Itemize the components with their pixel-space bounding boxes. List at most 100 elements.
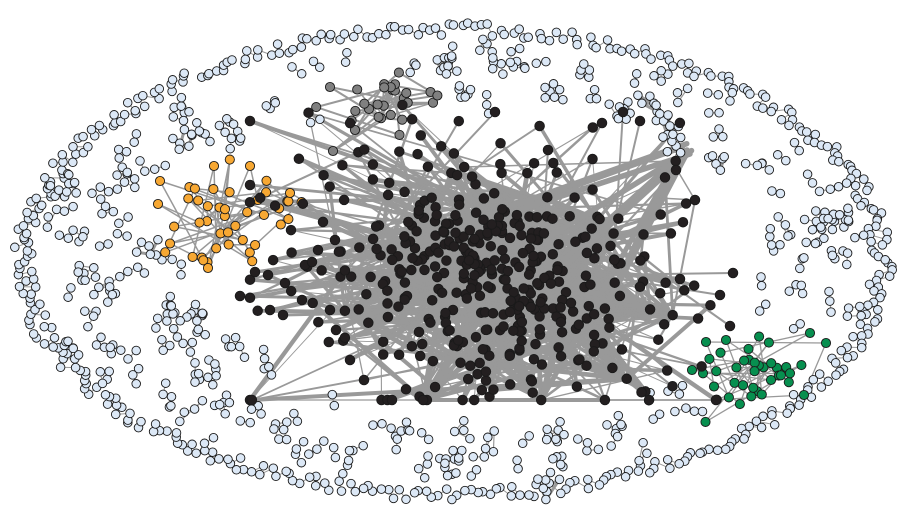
giant-component-node	[616, 344, 628, 355]
giant-component-node	[621, 373, 632, 385]
periphery-node	[856, 310, 866, 321]
giant-component-node	[433, 247, 444, 258]
giant-component-node	[303, 107, 314, 118]
giant-component-node	[244, 115, 256, 127]
periphery-node	[168, 112, 179, 122]
periphery-node	[165, 291, 176, 302]
periphery-node	[391, 444, 401, 455]
giant-component-node	[667, 309, 678, 321]
giant-component-node	[659, 172, 671, 183]
periphery-node	[192, 316, 202, 326]
periphery-node	[718, 131, 728, 142]
periphery-node	[689, 406, 700, 416]
giant-component-node	[679, 285, 690, 296]
periphery-node	[489, 426, 499, 436]
giant-component-node	[383, 177, 395, 189]
periphery-node	[87, 188, 97, 199]
periphery-node	[168, 133, 178, 144]
periphery-node	[756, 422, 767, 433]
green-cluster-node	[734, 399, 745, 410]
periphery-node	[125, 408, 135, 419]
periphery-node	[555, 417, 565, 427]
periphery-node	[442, 470, 453, 481]
periphery-node	[739, 434, 749, 444]
giant-component-node	[367, 159, 379, 170]
periphery-node	[222, 114, 232, 124]
periphery-node	[655, 109, 665, 119]
giant-component-node	[406, 341, 418, 352]
periphery-node	[481, 100, 492, 110]
periphery-node	[190, 358, 200, 368]
giant-component-node	[485, 240, 497, 252]
giant-component-node	[264, 304, 276, 316]
giant-component-node	[714, 289, 726, 301]
periphery-node	[769, 420, 780, 430]
periphery-node	[330, 452, 341, 463]
giant-component-node	[487, 308, 499, 319]
periphery-node	[405, 67, 415, 78]
green-cluster-node	[766, 358, 777, 369]
periphery-node	[802, 169, 813, 179]
giant-component-node	[370, 221, 382, 232]
periphery-node	[151, 323, 161, 333]
periphery-node	[422, 459, 433, 469]
giant-component-node	[588, 346, 600, 357]
giant-component-node	[393, 349, 405, 361]
periphery-node	[662, 146, 673, 157]
giant-component-node	[480, 366, 492, 377]
periphery-node	[460, 485, 470, 496]
giant-component-node	[307, 297, 318, 309]
periphery-node	[269, 424, 279, 434]
periphery-node	[175, 316, 185, 326]
giant-component-node	[254, 192, 266, 204]
periphery-node	[343, 455, 354, 466]
periphery-node	[190, 377, 200, 387]
periphery-node	[713, 90, 724, 100]
giant-outlier-edge	[339, 111, 496, 278]
periphery-node	[517, 438, 528, 449]
periphery-node	[816, 382, 827, 392]
periphery-node	[856, 342, 867, 353]
giant-component-node	[316, 265, 327, 276]
giant-edge	[305, 265, 347, 313]
giant-component-node	[585, 279, 596, 290]
orange-cluster-edge	[159, 180, 205, 262]
periphery-node	[794, 145, 804, 156]
periphery-node	[57, 149, 68, 160]
giant-component-node	[555, 316, 567, 328]
giant-component-node	[267, 254, 279, 266]
periphery-node	[760, 299, 771, 310]
giant-component-node	[504, 232, 516, 244]
periphery-node	[296, 457, 307, 468]
giant-component-node	[285, 224, 297, 236]
periphery-node	[540, 93, 550, 103]
periphery-node	[264, 362, 274, 372]
periphery-node	[194, 126, 205, 136]
periphery-node	[325, 29, 336, 40]
periphery-node	[646, 54, 656, 64]
giant-component-node	[453, 115, 465, 127]
periphery-node	[64, 169, 74, 180]
periphery-node	[208, 380, 218, 390]
green-cluster-edge	[742, 367, 778, 386]
giant-component-node	[457, 394, 468, 406]
periphery-node	[862, 185, 872, 196]
orange-cluster-node	[193, 195, 204, 206]
giant-component-node	[465, 283, 477, 294]
giant-component-node	[399, 186, 410, 198]
periphery-node	[842, 259, 852, 270]
periphery-node	[270, 98, 281, 108]
periphery-node	[656, 66, 666, 76]
periphery-node	[466, 471, 477, 481]
periphery-node	[491, 484, 502, 494]
giant-component-node	[518, 283, 529, 294]
giant-component-node	[465, 360, 476, 372]
periphery-node	[827, 250, 838, 261]
giant-component-node	[359, 144, 370, 155]
periphery-node	[629, 78, 640, 88]
periphery-node	[30, 282, 41, 292]
periphery-node	[94, 120, 105, 131]
periphery-node	[634, 455, 644, 466]
periphery-node	[22, 246, 33, 256]
giant-component-node	[688, 280, 700, 291]
